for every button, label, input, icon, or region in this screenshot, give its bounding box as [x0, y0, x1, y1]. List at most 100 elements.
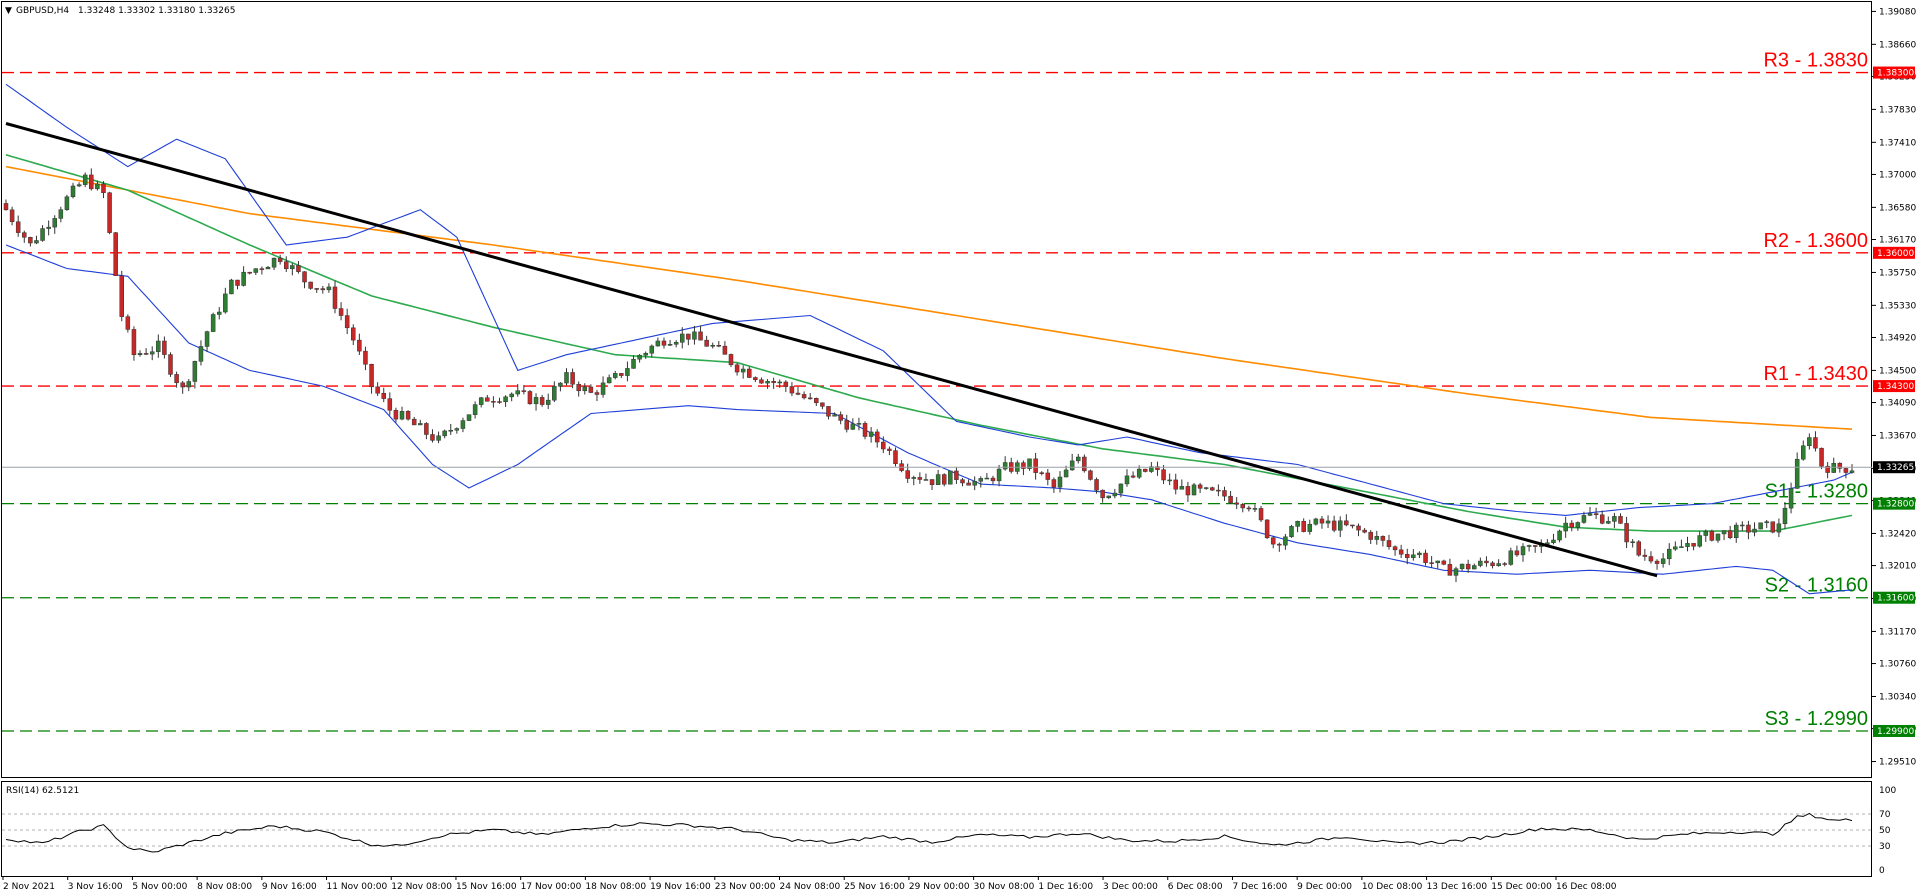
candle-body — [387, 398, 393, 411]
candle-body — [1149, 466, 1154, 472]
candle-body — [1143, 468, 1148, 472]
candle-body — [430, 434, 435, 441]
candle-body — [521, 390, 527, 392]
y-tick-label: 1.32010 — [1879, 562, 1916, 572]
candle-body — [436, 435, 441, 441]
candle-body — [1392, 546, 1398, 551]
candle-body — [204, 331, 210, 347]
candle-body — [704, 339, 709, 347]
candle-body — [1721, 530, 1727, 535]
candle-body — [1130, 475, 1136, 478]
candle-body — [594, 392, 600, 395]
candle-body — [1100, 489, 1105, 499]
candle-body — [1283, 536, 1288, 546]
candle-body — [1764, 521, 1769, 524]
candle-body — [1849, 470, 1855, 473]
candle-body — [1002, 462, 1008, 470]
candle-body — [186, 381, 192, 388]
candle-body — [1179, 486, 1185, 490]
candle-body — [1551, 539, 1556, 544]
candle-body — [271, 257, 277, 268]
candlesticks — [3, 168, 1855, 583]
candle-body — [1051, 479, 1057, 488]
x-tick-label: 24 Nov 08:00 — [780, 882, 841, 892]
candle-body — [1727, 530, 1733, 539]
candle-body — [661, 340, 667, 346]
rsi-axis-label: 50 — [1879, 826, 1891, 836]
level-label: R3 - 1.3830 — [1763, 50, 1868, 72]
candle-body — [1033, 458, 1038, 473]
time-axis: 2 Nov 2021 3 Nov 16:00 5 Nov 00:00 8 Nov 08… — [2, 876, 1617, 892]
candle-body — [1350, 524, 1355, 527]
candle-body — [58, 209, 64, 219]
candle-body — [740, 368, 746, 373]
candle-body — [332, 286, 338, 309]
candle-body — [765, 381, 770, 384]
candle-body — [509, 393, 514, 398]
candle-body — [1234, 502, 1239, 505]
candle-body — [911, 477, 917, 479]
candle-body — [1398, 549, 1404, 555]
x-tick-label: 23 Nov 00:00 — [715, 882, 776, 892]
y-tick-label: 1.30340 — [1879, 692, 1916, 702]
current-price-tag — [1873, 461, 1915, 474]
candle-body — [972, 481, 977, 486]
chart-symbol: GBPUSD,H4 — [16, 6, 69, 16]
candle-body — [491, 401, 496, 403]
candle-body — [1612, 516, 1617, 522]
candle-body — [198, 346, 204, 362]
candle-body — [1374, 536, 1380, 540]
x-tick-label: 19 Nov 16:00 — [650, 882, 711, 892]
candle-body — [692, 331, 697, 340]
candle-body — [1825, 465, 1830, 473]
candle-body — [1076, 456, 1081, 462]
candle-body — [1642, 554, 1648, 557]
candle-body — [424, 423, 429, 435]
candle-body — [1118, 483, 1124, 494]
candle-body — [22, 232, 27, 238]
candle-body — [1094, 479, 1099, 491]
rsi-axis-label: 70 — [1879, 810, 1891, 820]
candle-body — [698, 331, 703, 341]
y-tick-label: 1.35330 — [1879, 301, 1916, 311]
current-price-tag-text: 1.33265 — [1877, 463, 1914, 473]
candle-body — [1526, 545, 1532, 547]
candle-body — [466, 414, 472, 421]
candle-body — [923, 479, 929, 481]
candle-body — [192, 361, 198, 382]
x-tick-label: 5 Nov 00:00 — [132, 882, 187, 892]
candle-body — [1246, 507, 1252, 510]
price-panel-frame — [1, 1, 1872, 778]
candle-body — [1021, 462, 1026, 469]
candle-body — [1679, 546, 1684, 548]
ma-200-line — [5, 165, 1853, 430]
candle-body — [1167, 479, 1172, 482]
candle-body — [1289, 526, 1294, 538]
y-tick-label: 1.32420 — [1879, 529, 1916, 539]
dropdown-arrow-icon[interactable]: ▼ — [5, 6, 12, 16]
candle-body — [771, 381, 776, 383]
candle-body — [1447, 564, 1453, 576]
candle-body — [996, 468, 1002, 482]
y-tick-label: 1.31170 — [1879, 627, 1916, 637]
candle-body — [1733, 524, 1739, 539]
candle-body — [868, 431, 874, 437]
candle-body — [1453, 568, 1459, 576]
candle-body — [941, 474, 947, 485]
candle-body — [89, 174, 94, 190]
candle-body — [820, 402, 825, 407]
bollinger-lower-line — [5, 244, 1853, 595]
chart-ohlc: 1.33248 1.33302 1.33180 1.33265 — [78, 6, 235, 16]
x-tick-label: 15 Nov 16:00 — [456, 882, 517, 892]
candle-body — [28, 237, 33, 244]
candle-body — [777, 381, 782, 384]
candle-body — [978, 478, 984, 482]
level-price-tag — [1873, 724, 1915, 737]
level-price-tag — [1873, 66, 1915, 79]
candle-body — [917, 477, 923, 480]
candle-body — [460, 420, 466, 429]
candle-body — [905, 470, 910, 479]
candle-body — [795, 392, 801, 395]
candle-body — [1057, 476, 1063, 488]
candle-body — [40, 228, 45, 241]
